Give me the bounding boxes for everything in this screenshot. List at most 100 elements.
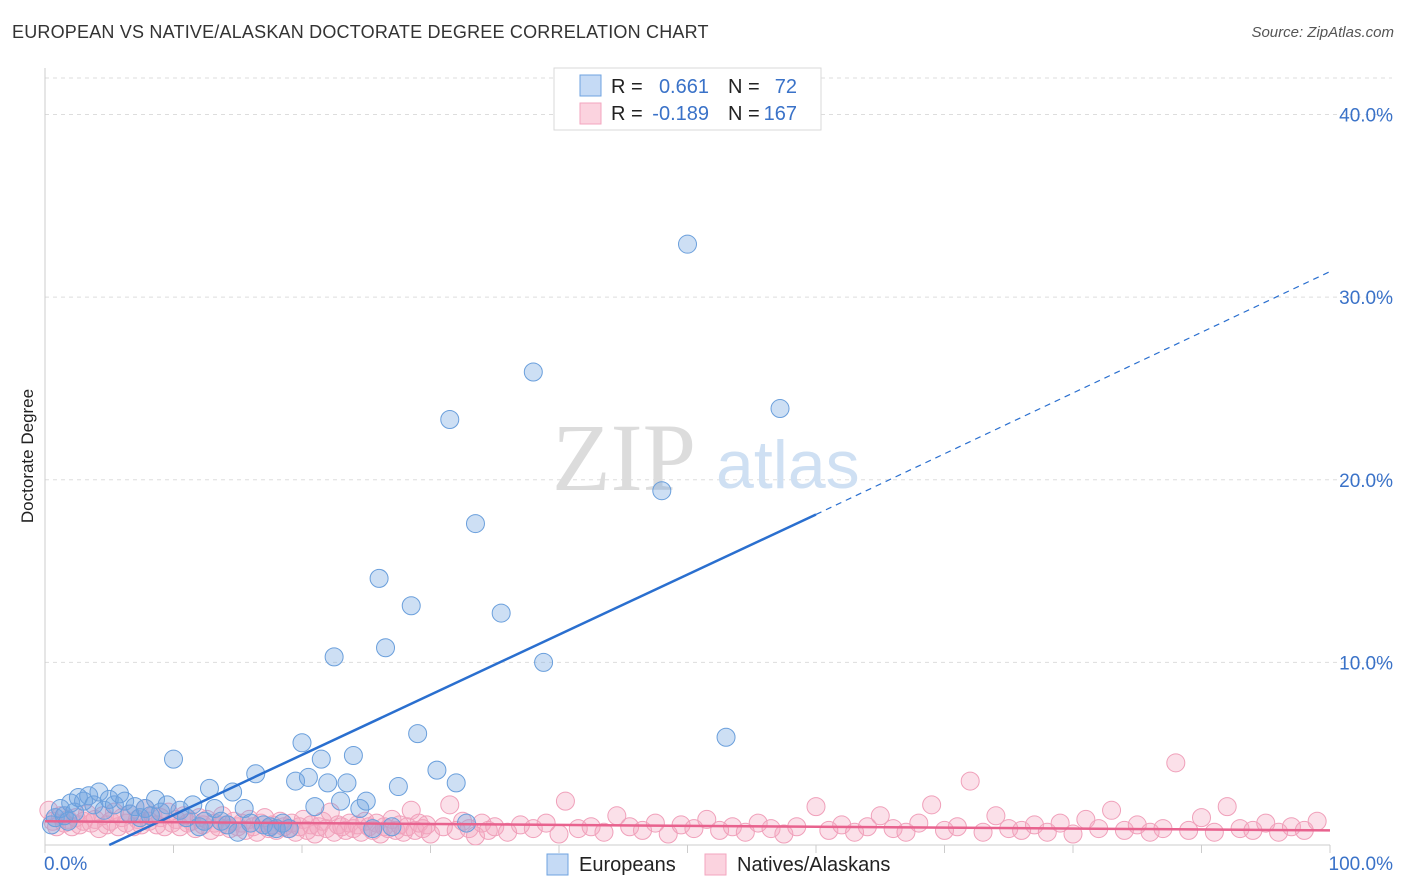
native-point-124 — [684, 819, 704, 839]
european-point-72 — [652, 481, 672, 501]
native-point-161 — [1166, 753, 1186, 773]
european-point-22 — [146, 789, 166, 809]
native-point-164 — [1204, 822, 1224, 842]
european-point-64 — [427, 760, 447, 780]
native-point-138 — [870, 806, 890, 826]
x-tick-label-min: 0.0% — [44, 854, 87, 875]
european-point-62 — [401, 596, 421, 616]
native-point-117 — [594, 822, 614, 842]
watermark-atlas: atlas — [716, 427, 860, 503]
y-tick-labels: 10.0% 20.0% 30.0% 40.0% — [1339, 106, 1393, 675]
european-point-24 — [157, 795, 177, 815]
european-point-57 — [363, 819, 383, 839]
correlation-legend: R = 0.661 N = 72 R = -0.189 N = 167 — [553, 67, 822, 131]
watermark-zip: ZIP — [552, 404, 696, 511]
native-point-108 — [485, 817, 505, 837]
native-point-149 — [1012, 820, 1032, 840]
european-point-55 — [350, 798, 370, 818]
european-point-61 — [388, 777, 408, 797]
trend-lines — [44, 271, 1331, 847]
native-point-90 — [386, 820, 406, 840]
european-point-73 — [678, 234, 697, 254]
legend-r-label-2: R = — [611, 103, 643, 125]
native-point-163 — [1192, 808, 1211, 828]
legend-r-value-1: 0.661 — [659, 76, 709, 98]
europeans-trend-extension — [815, 271, 1331, 516]
y-tick-label-30: 30.0% — [1339, 288, 1393, 309]
native-point-141 — [909, 813, 929, 833]
native-point-145 — [960, 771, 980, 791]
european-point-71 — [534, 652, 554, 672]
native-point-112 — [536, 813, 556, 833]
native-point-159 — [1140, 822, 1160, 842]
european-point-48 — [305, 797, 325, 817]
y-tick-label-20: 20.0% — [1339, 471, 1393, 492]
european-point-65 — [440, 409, 460, 429]
european-point-58 — [369, 568, 389, 588]
european-point-32 — [205, 798, 225, 818]
european-point-25 — [164, 749, 183, 769]
legend-n-value-1: 72 — [775, 76, 797, 98]
europeans-points — [41, 234, 790, 842]
europeans-trend-line — [108, 513, 817, 847]
y-tick-label-10: 10.0% — [1339, 653, 1393, 674]
european-point-49 — [311, 749, 331, 769]
native-point-114 — [555, 791, 575, 811]
native-point-133 — [806, 797, 826, 817]
bottom-legend-swatch-natives — [704, 853, 727, 876]
european-point-14 — [104, 795, 124, 815]
european-point-13 — [99, 789, 119, 809]
native-point-165 — [1217, 797, 1237, 817]
european-point-74 — [716, 727, 736, 747]
european-point-69 — [491, 603, 511, 623]
x-axis-ticks — [44, 845, 1331, 853]
bottom-legend-label-europeans: Europeans — [579, 854, 676, 876]
native-point-116 — [581, 817, 601, 837]
legend-swatch-natives — [579, 102, 602, 125]
european-point-51 — [324, 647, 344, 667]
european-point-47 — [298, 767, 318, 787]
native-point-100 — [433, 817, 453, 837]
native-point-157 — [1114, 820, 1134, 840]
native-point-107 — [478, 820, 498, 840]
natives-trend-line — [44, 820, 1331, 832]
legend-swatch-europeans — [579, 74, 602, 97]
european-point-10 — [84, 795, 104, 815]
native-point-147 — [986, 806, 1006, 826]
legend-n-label-1: N = — [728, 76, 760, 98]
legend-r-label-1: R = — [611, 76, 643, 98]
native-point-101 — [440, 795, 460, 815]
european-point-12 — [94, 800, 114, 820]
legend-r-value-2: -0.189 — [652, 103, 709, 125]
chart-title: EUROPEAN VS NATIVE/ALASKAN DOCTORATE DEG… — [12, 22, 709, 42]
european-point-34 — [217, 815, 237, 835]
european-point-59 — [376, 638, 396, 658]
native-point-130 — [761, 819, 781, 839]
european-point-56 — [356, 791, 376, 811]
european-point-45 — [286, 771, 306, 791]
european-point-66 — [446, 773, 466, 793]
bottom-legend-label-natives: Natives/Alaskans — [737, 854, 890, 876]
european-point-53 — [337, 773, 357, 793]
european-point-52 — [331, 791, 351, 811]
legend-n-value-2: 167 — [764, 103, 797, 125]
series-legend: Europeans Natives/Alaskans — [546, 853, 890, 876]
native-point-172 — [1307, 811, 1327, 831]
european-point-70 — [523, 362, 543, 382]
european-point-54 — [343, 746, 363, 766]
european-point-63 — [408, 724, 428, 744]
native-point-156 — [1102, 800, 1122, 820]
european-point-9 — [79, 786, 99, 806]
native-point-128 — [735, 822, 755, 842]
european-point-8 — [74, 791, 94, 811]
bottom-legend-swatch-europeans — [546, 853, 569, 876]
european-point-60 — [382, 817, 402, 837]
y-tick-label-40: 40.0% — [1339, 106, 1393, 127]
native-point-113 — [549, 824, 569, 844]
european-point-16 — [115, 791, 135, 811]
native-point-119 — [620, 817, 640, 837]
native-point-121 — [645, 813, 665, 833]
european-point-46 — [292, 733, 312, 753]
european-point-68 — [465, 514, 485, 534]
european-point-40 — [253, 815, 273, 835]
